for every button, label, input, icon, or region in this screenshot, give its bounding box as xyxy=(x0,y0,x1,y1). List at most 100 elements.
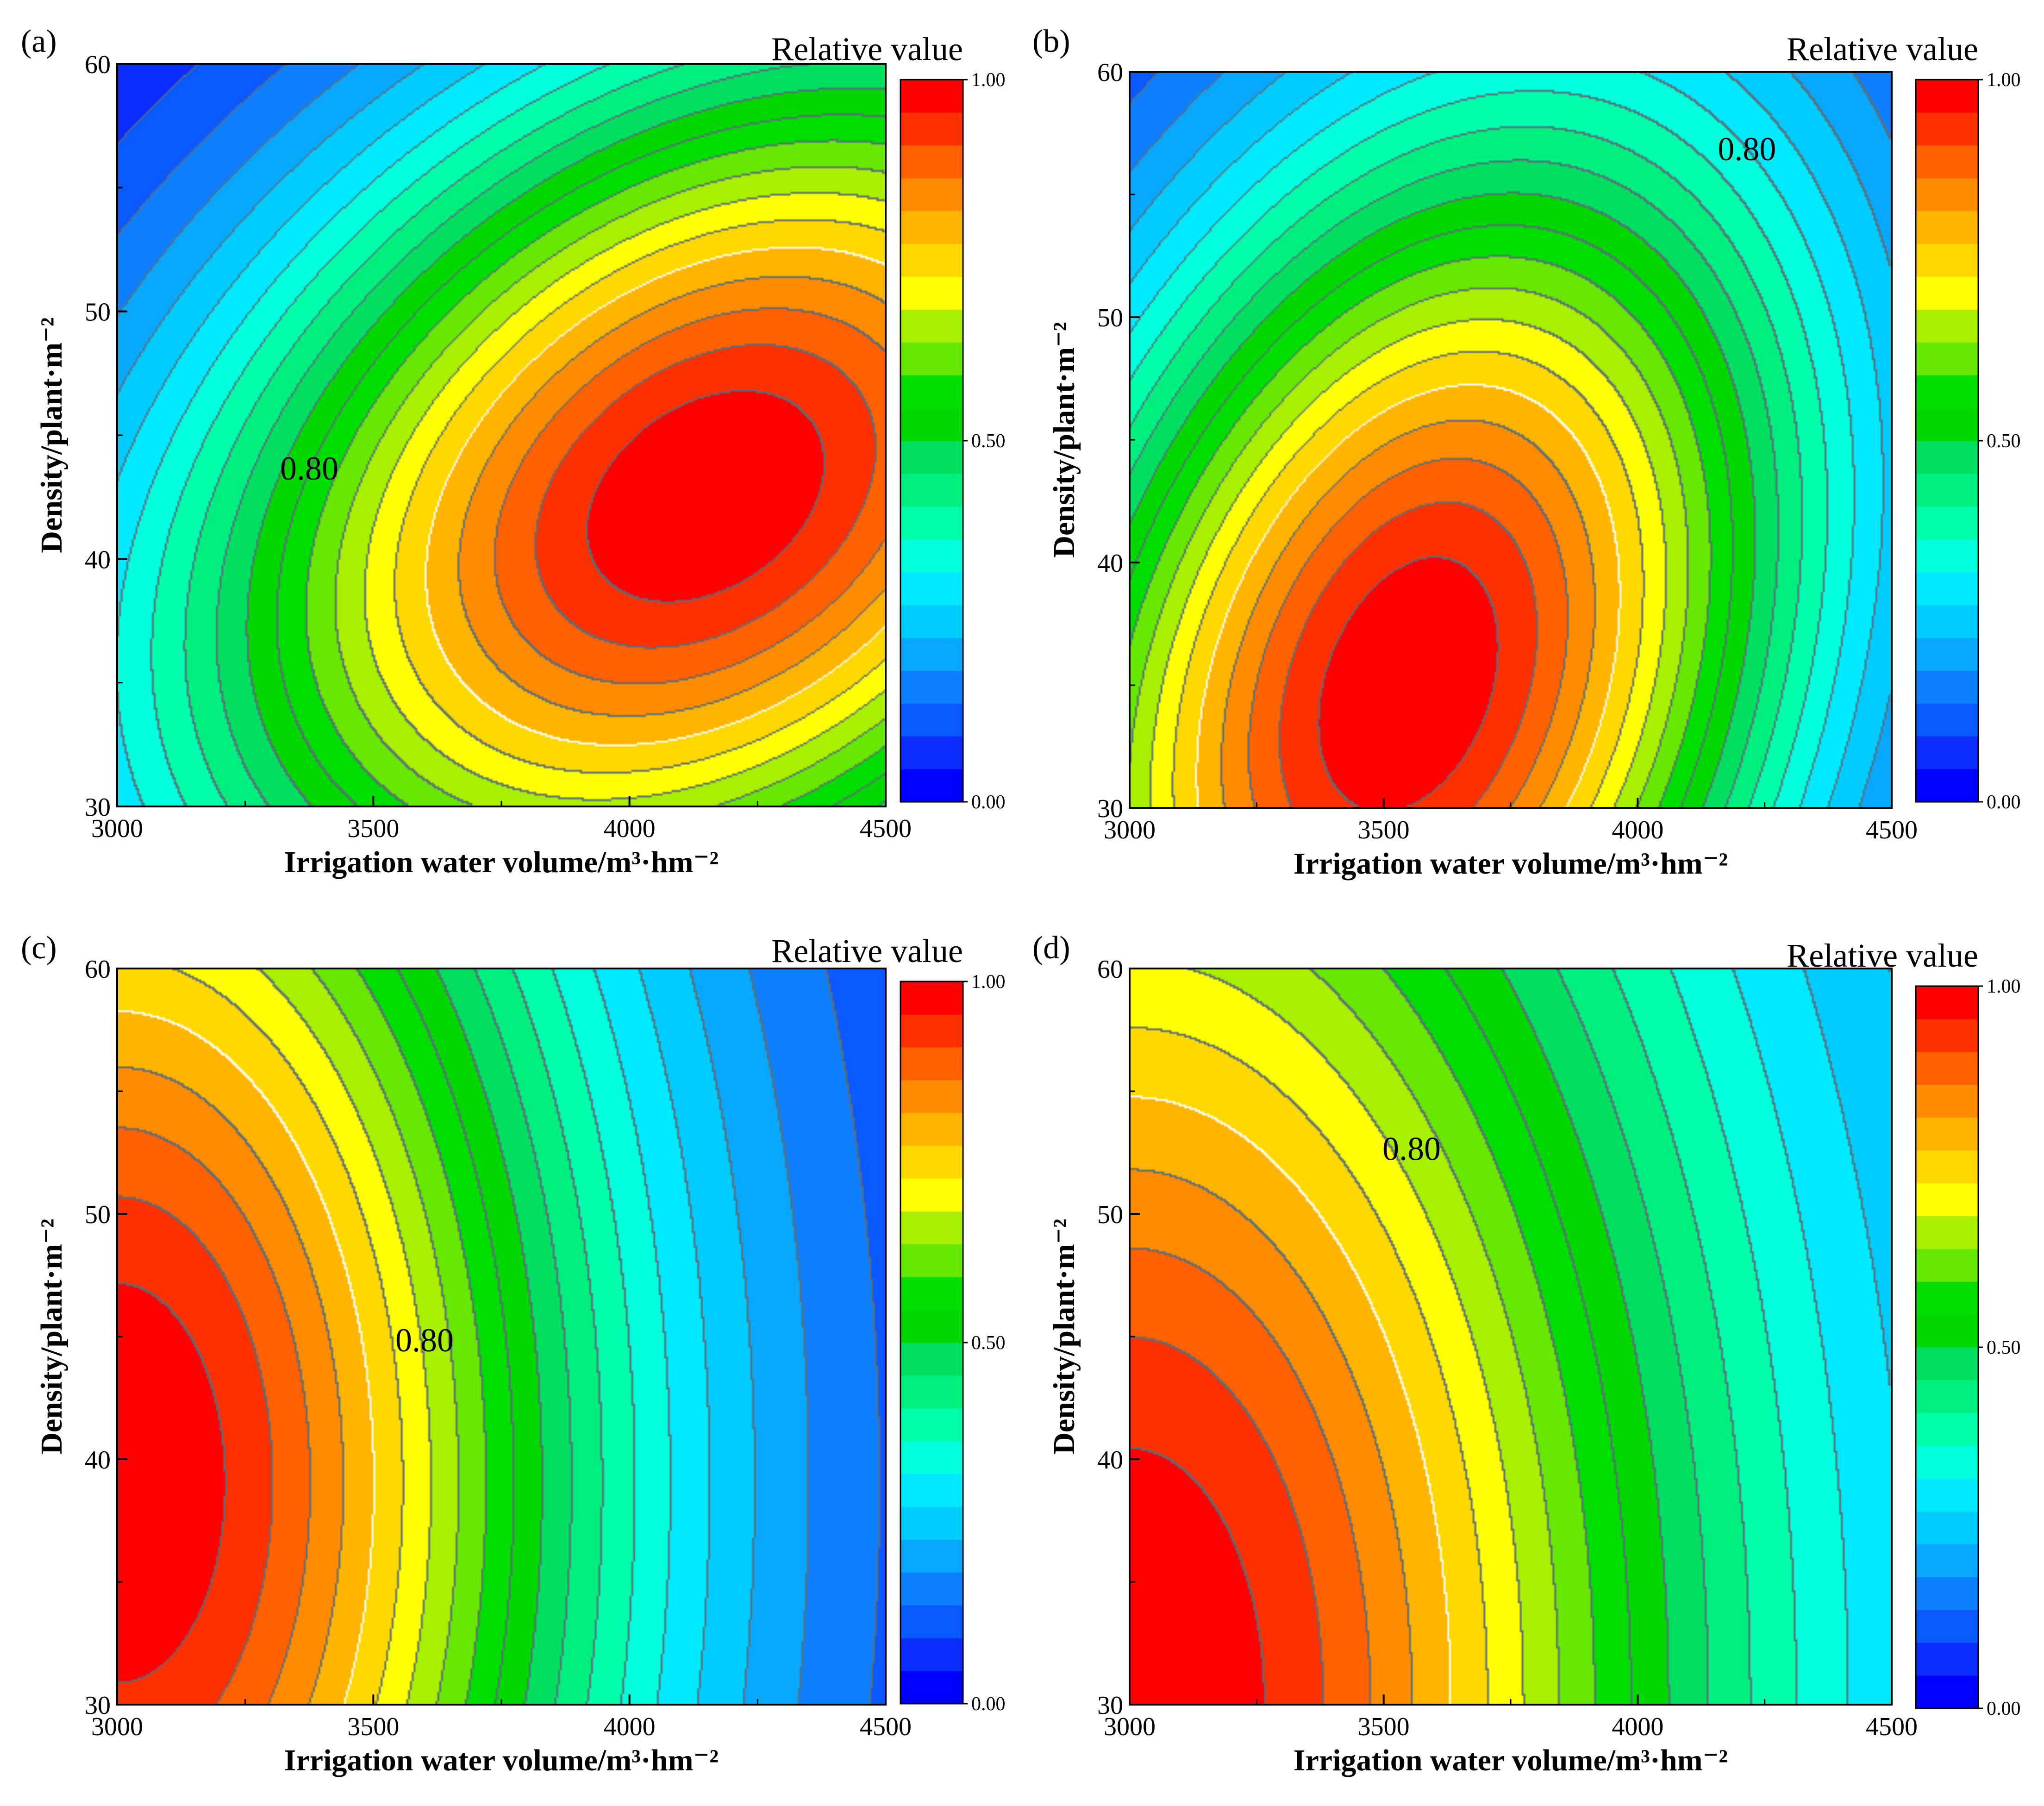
colorbar-band xyxy=(1916,211,1978,244)
colorbar-tick-label: 0.50 xyxy=(1987,431,2021,452)
colorbar-band xyxy=(1916,670,1978,704)
colorbar-tick-label: 1.00 xyxy=(971,971,1006,993)
x-tick-label: 4500 xyxy=(1866,1712,1918,1741)
colorbar-tick-label: 0.50 xyxy=(1987,1337,2021,1358)
colorbar-band xyxy=(900,539,963,573)
x-tick-label: 4000 xyxy=(1612,1712,1663,1741)
colorbar-band xyxy=(900,703,963,737)
colorbar-tick-label: 0.00 xyxy=(1987,1698,2021,1719)
colorbar-band xyxy=(900,981,963,1015)
colorbar-band xyxy=(1916,276,1978,310)
x-axis-title: Irrigation water volume/m³·hm⁻² xyxy=(1294,847,1728,881)
colorbar-band xyxy=(900,1539,963,1573)
y-tick-label: 60 xyxy=(1097,58,1123,87)
colorbar-band xyxy=(900,1080,963,1113)
colorbar-band xyxy=(900,1506,963,1540)
colorbar-band xyxy=(900,1211,963,1244)
colorbar-band xyxy=(1916,1249,1978,1282)
colorbar-band xyxy=(900,178,963,212)
colorbar-band xyxy=(1916,1019,1978,1052)
colorbar-title: Relative value xyxy=(1787,937,1978,974)
y-tick-label: 40 xyxy=(1097,1446,1123,1475)
colorbar-band xyxy=(1916,145,1978,179)
y-tick-label: 30 xyxy=(85,793,111,822)
colorbar-band xyxy=(1916,572,1978,606)
colorbar-band xyxy=(1916,769,1978,802)
colorbar-tick-label: 1.00 xyxy=(1987,976,2021,997)
x-tick-label: 3000 xyxy=(91,814,143,843)
chart-panel-a: 3000 3500 4000 4500 30 40 50 60 Irrigation water… xyxy=(21,24,1006,879)
colorbar-band xyxy=(900,1671,963,1704)
contour-fill xyxy=(117,969,886,1705)
colorbar-band xyxy=(1916,1314,1978,1348)
colorbar-band xyxy=(1916,473,1978,507)
colorbar-band xyxy=(1916,1084,1978,1118)
y-tick-label: 40 xyxy=(85,545,111,574)
colorbar-band xyxy=(900,1014,963,1048)
colorbar-band xyxy=(900,1375,963,1409)
colorbar-band xyxy=(1916,1117,1978,1151)
x-tick-label: 3500 xyxy=(1358,1712,1410,1741)
colorbar-band xyxy=(900,1441,963,1475)
chart-panel-c: 3000 3500 4000 4500 30 40 50 60 Irrigation water… xyxy=(21,930,1006,1777)
x-tick-label: 3000 xyxy=(1104,816,1156,844)
colorbar-band xyxy=(900,342,963,375)
y-axis-title: Density/plant·m⁻² xyxy=(35,317,69,553)
colorbar-band xyxy=(1916,1347,1978,1381)
y-tick-label: 60 xyxy=(1097,955,1123,984)
colorbar-band xyxy=(1916,1183,1978,1216)
colorbar-band xyxy=(900,145,963,179)
colorbar-band xyxy=(900,1310,963,1343)
colorbar-band xyxy=(900,605,963,638)
y-tick-label: 50 xyxy=(85,298,111,327)
colorbar-band xyxy=(1916,1544,1978,1577)
x-tick-label: 3500 xyxy=(1358,816,1410,844)
colorbar-band xyxy=(900,473,963,507)
colorbar-band xyxy=(1916,1051,1978,1085)
y-axis-title: Density/plant·m⁻² xyxy=(35,1219,69,1454)
panel-letter: (b) xyxy=(1032,24,1070,59)
y-tick-label: 60 xyxy=(85,50,111,79)
colorbar-band xyxy=(900,1474,963,1507)
colorbar-band xyxy=(900,1178,963,1212)
contour-label: 0.80 xyxy=(395,1322,454,1359)
colorbar-band xyxy=(1916,1478,1978,1512)
colorbar-band xyxy=(900,572,963,606)
colorbar-band xyxy=(1916,703,1978,737)
colorbar-band xyxy=(1916,1675,1978,1709)
y-tick-label: 40 xyxy=(1097,549,1123,578)
y-tick-label: 30 xyxy=(1097,1691,1123,1720)
colorbar-band xyxy=(1916,375,1978,408)
colorbar-band xyxy=(1916,1380,1978,1413)
colorbar-band xyxy=(1916,1511,1978,1544)
colorbar-band xyxy=(1916,1150,1978,1183)
colorbar-tick-label: 1.00 xyxy=(971,69,1006,91)
colorbar-band xyxy=(900,80,963,113)
colorbar-band xyxy=(900,1112,963,1146)
colorbar-band xyxy=(1916,80,1978,113)
x-tick-label: 4500 xyxy=(1866,816,1918,844)
panel-letter: (a) xyxy=(21,24,57,59)
x-tick-label: 3000 xyxy=(91,1712,143,1741)
contour-label: 0.80 xyxy=(1718,131,1776,168)
colorbar-tick-label: 0.00 xyxy=(971,1694,1006,1715)
colorbar-band xyxy=(900,506,963,540)
colorbar-band xyxy=(900,736,963,769)
colorbar-title: Relative value xyxy=(771,932,963,969)
colorbar-band xyxy=(1916,342,1978,375)
y-tick-label: 30 xyxy=(85,1691,111,1720)
contour-label: 0.80 xyxy=(1382,1130,1441,1167)
x-axis-title: Irrigation water volume/m³·hm⁻² xyxy=(1294,1744,1728,1777)
y-axis-title: Density/plant·m⁻² xyxy=(1047,322,1081,557)
contour-fill xyxy=(1130,72,1892,808)
colorbar-band xyxy=(1916,506,1978,540)
colorbar-title: Relative value xyxy=(1787,31,1978,68)
colorbar-band xyxy=(900,276,963,310)
colorbar-band xyxy=(900,1047,963,1081)
colorbar-tick-label: 0.50 xyxy=(971,1332,1006,1354)
colorbar-band xyxy=(1916,986,1978,1019)
x-tick-label: 3500 xyxy=(347,814,399,843)
colorbar-band xyxy=(1916,1610,1978,1643)
colorbar-band xyxy=(1916,539,1978,573)
